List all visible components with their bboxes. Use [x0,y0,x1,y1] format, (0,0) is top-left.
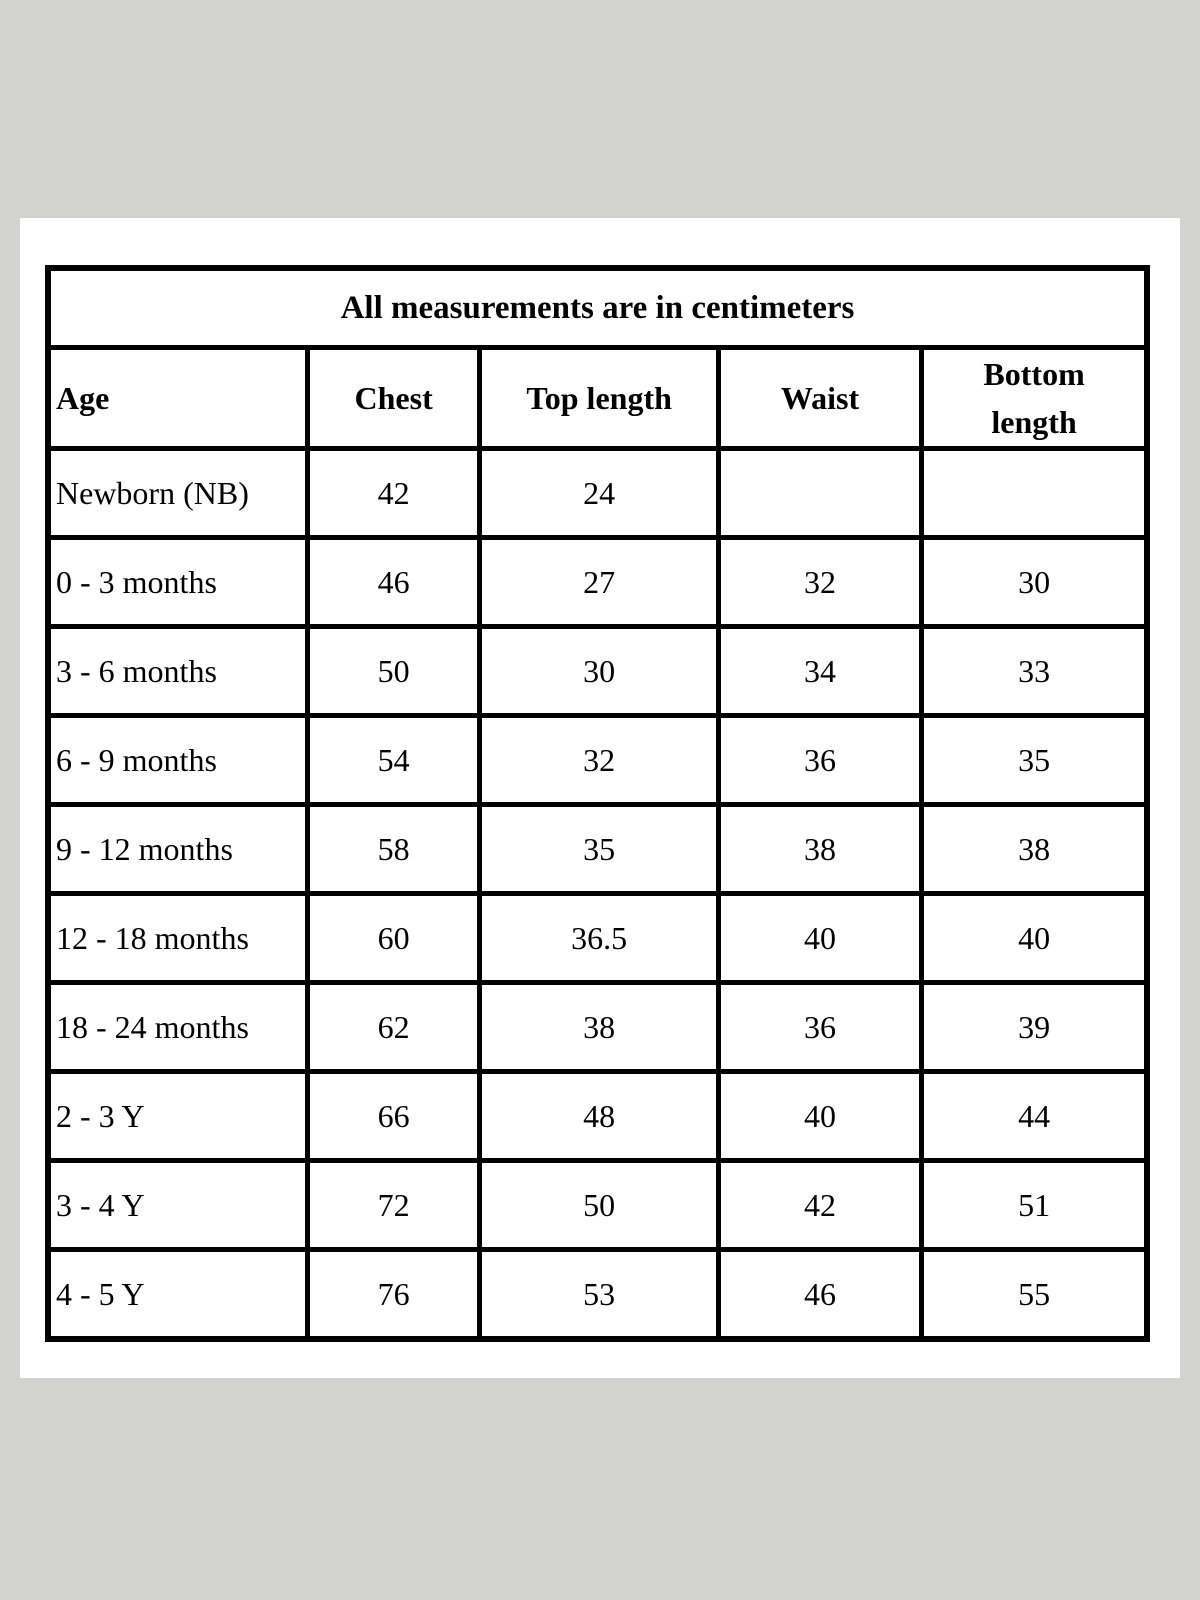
table-title-row: All measurements are in centimeters [45,265,1150,350]
bottom-length-cell: 40 [919,891,1150,985]
top-length-cell: 50 [477,1158,721,1252]
table-row: Newborn (NB) 42 24 [45,446,1150,540]
age-cell: 3 - 4 Y [45,1158,310,1252]
size-chart-card: All measurements are in centimeters Age … [20,218,1180,1378]
top-length-cell: 36.5 [477,891,721,985]
waist-cell [715,446,925,540]
bottom-length-cell: 30 [919,535,1150,629]
top-length-cell: 35 [477,802,721,896]
chest-cell: 54 [304,713,483,807]
table-row: 9 - 12 months 58 35 38 38 [45,802,1150,896]
column-header-chest: Chest [304,345,483,451]
bottom-length-cell [919,446,1150,540]
waist-cell: 42 [715,1158,925,1252]
chest-cell: 60 [304,891,483,985]
column-header-waist: Waist [715,345,925,451]
chest-cell: 58 [304,802,483,896]
top-length-cell: 27 [477,535,721,629]
waist-cell: 32 [715,535,925,629]
age-cell: 2 - 3 Y [45,1069,310,1163]
age-cell: 3 - 6 months [45,624,310,718]
column-header-bottom-length: Bottom length [919,345,1150,451]
chest-cell: 72 [304,1158,483,1252]
bottom-length-cell: 35 [919,713,1150,807]
age-cell: 0 - 3 months [45,535,310,629]
bottom-length-cell: 39 [919,980,1150,1074]
table-row: 0 - 3 months 46 27 32 30 [45,535,1150,629]
age-cell: 12 - 18 months [45,891,310,985]
chest-cell: 76 [304,1247,483,1342]
top-length-cell: 32 [477,713,721,807]
age-cell: 6 - 9 months [45,713,310,807]
column-header-age: Age [45,345,310,451]
bottom-length-cell: 55 [919,1247,1150,1342]
table-row: 2 - 3 Y 66 48 40 44 [45,1069,1150,1163]
chest-cell: 66 [304,1069,483,1163]
bottom-length-cell: 33 [919,624,1150,718]
top-length-cell: 53 [477,1247,721,1342]
chest-cell: 46 [304,535,483,629]
bottom-length-cell: 38 [919,802,1150,896]
table-row: 4 - 5 Y 76 53 46 55 [45,1247,1150,1342]
table-header-row: Age Chest Top length Waist Bottom length [45,345,1150,451]
top-length-cell: 48 [477,1069,721,1163]
waist-cell: 36 [715,980,925,1074]
table-title: All measurements are in centimeters [45,265,1150,350]
top-length-cell: 30 [477,624,721,718]
age-cell: 18 - 24 months [45,980,310,1074]
chest-cell: 62 [304,980,483,1074]
chest-cell: 50 [304,624,483,718]
waist-cell: 40 [715,891,925,985]
waist-cell: 40 [715,1069,925,1163]
table-row: 3 - 6 months 50 30 34 33 [45,624,1150,718]
waist-cell: 36 [715,713,925,807]
bottom-length-cell: 51 [919,1158,1150,1252]
age-cell: 9 - 12 months [45,802,310,896]
age-cell: Newborn (NB) [45,446,310,540]
size-chart-table: All measurements are in centimeters Age … [45,265,1150,1342]
chest-cell: 42 [304,446,483,540]
table-row: 6 - 9 months 54 32 36 35 [45,713,1150,807]
waist-cell: 46 [715,1247,925,1342]
waist-cell: 38 [715,802,925,896]
table-row: 3 - 4 Y 72 50 42 51 [45,1158,1150,1252]
top-length-cell: 24 [477,446,721,540]
age-cell: 4 - 5 Y [45,1247,310,1342]
bottom-length-cell: 44 [919,1069,1150,1163]
top-length-cell: 38 [477,980,721,1074]
column-header-top-length: Top length [477,345,721,451]
waist-cell: 34 [715,624,925,718]
table-row: 18 - 24 months 62 38 36 39 [45,980,1150,1074]
table-row: 12 - 18 months 60 36.5 40 40 [45,891,1150,985]
